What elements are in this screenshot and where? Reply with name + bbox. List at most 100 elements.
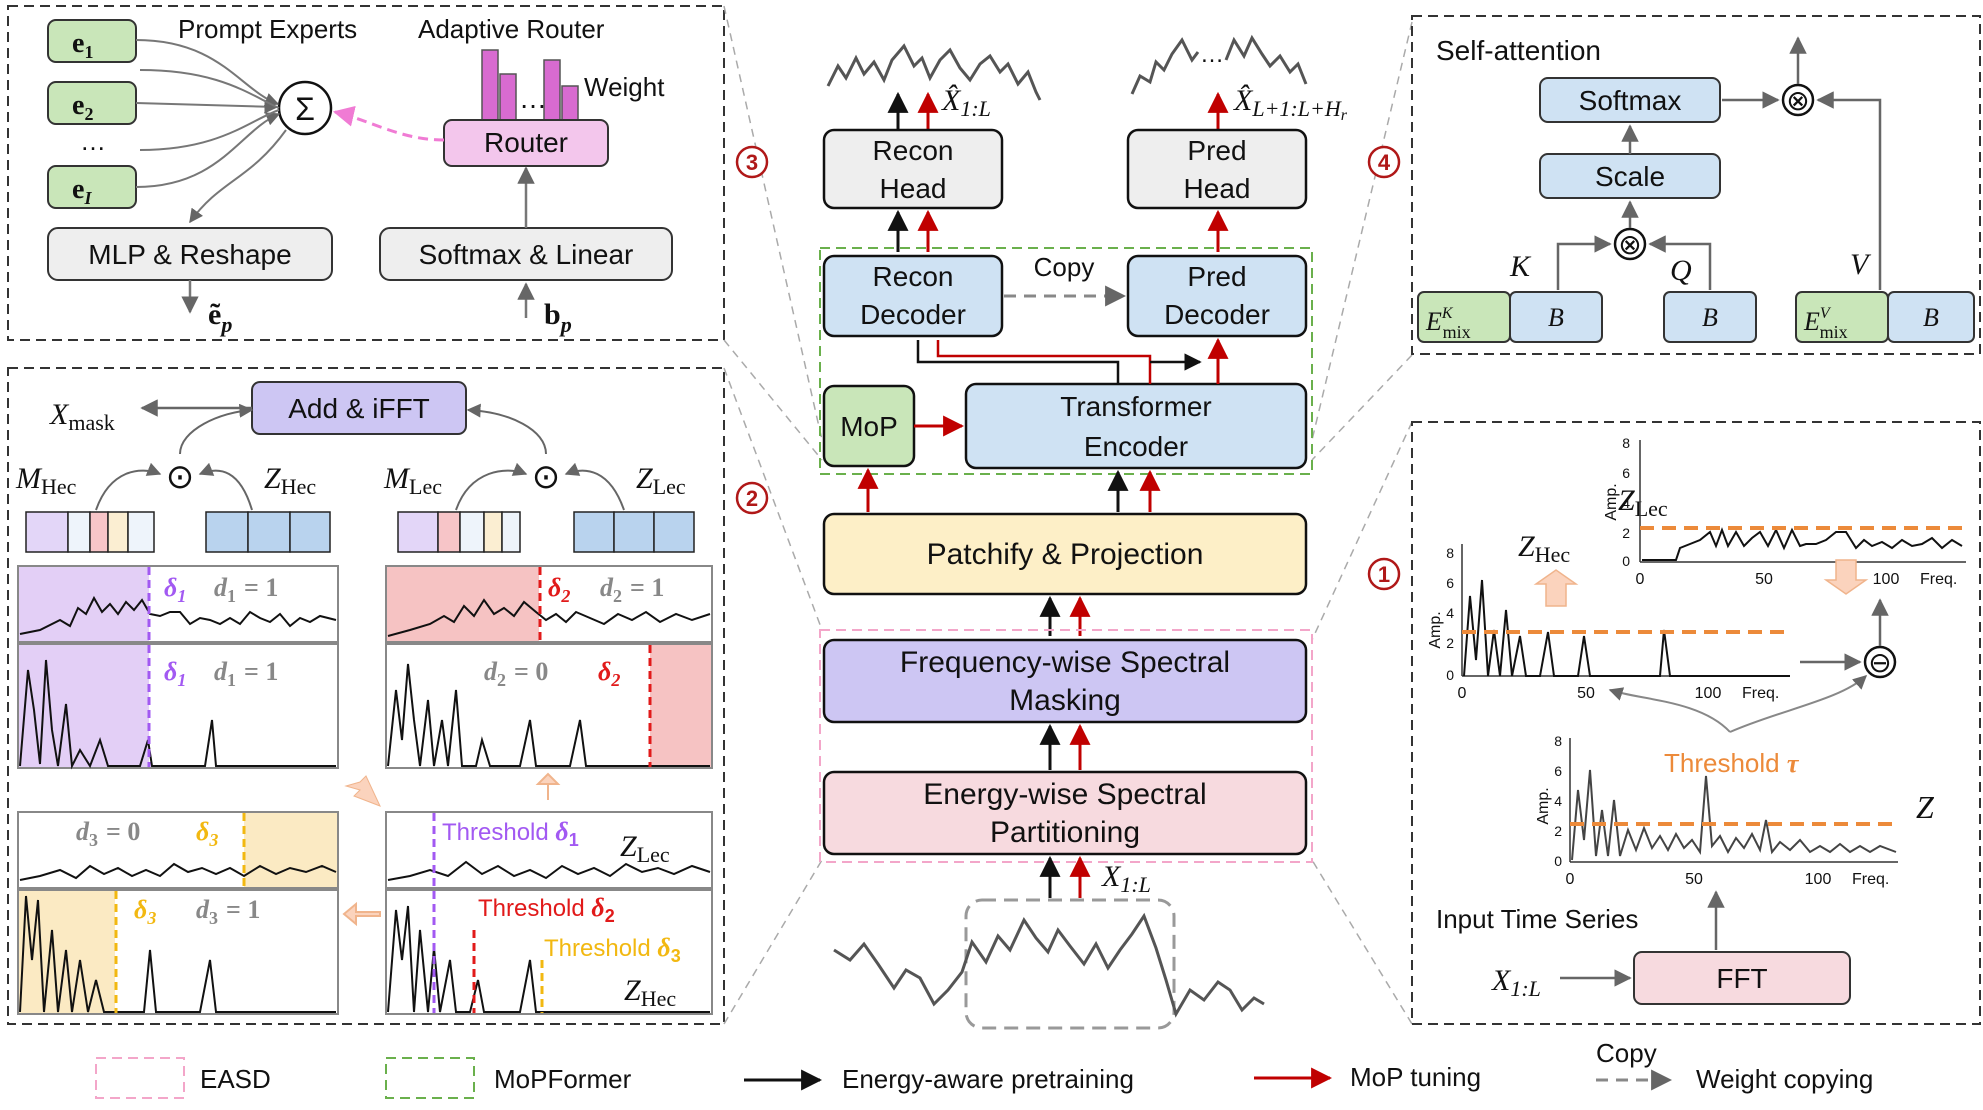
b-box-v: B: [1887, 291, 1975, 343]
orange-arrow-up: [535, 772, 561, 800]
svg-text:B: B: [1702, 303, 1718, 332]
badge-1: 1: [1367, 557, 1401, 591]
mop-box: MoP: [822, 384, 916, 468]
svg-text:Pred: Pred: [1187, 135, 1246, 166]
self-attention-title: Self-attention: [1436, 35, 1601, 66]
hec-mask-chart-2: δ1 d1 = 1: [17, 643, 339, 770]
fft-box: FFT: [1633, 951, 1851, 1005]
svg-text:0: 0: [1446, 667, 1454, 683]
svg-text:0: 0: [1636, 571, 1645, 588]
svg-text:100: 100: [1873, 571, 1900, 588]
svg-text:Patchify & Projection: Patchify & Projection: [927, 538, 1204, 571]
svg-text:2: 2: [1554, 823, 1562, 839]
legend-easd: EASD: [95, 1057, 271, 1099]
z-hec-label: ZHec: [264, 462, 316, 499]
panel-prompt-experts: Prompt Experts Adaptive Router e1 e2 … e…: [7, 5, 725, 341]
svg-text:EASD: EASD: [200, 1064, 271, 1094]
legend-mop-tuning: MoP tuning: [1254, 1062, 1481, 1092]
pred-head-box: Pred Head: [1126, 128, 1308, 210]
mlp-reshape-box: MLP & Reshape: [47, 227, 333, 281]
badge-2: 2: [735, 481, 769, 515]
svg-text:⊗: ⊗: [1618, 229, 1641, 260]
svg-text:⊗: ⊗: [1786, 85, 1809, 116]
svg-text:6: 6: [1446, 575, 1454, 591]
svg-text:d3= 1: d3 = 1: [196, 895, 260, 928]
svg-text:MoP tuning: MoP tuning: [1350, 1062, 1481, 1092]
experts-ellipsis: …: [80, 126, 106, 156]
zlec-to-odot-arrow: [564, 462, 625, 511]
svg-text:Head: Head: [880, 173, 947, 204]
svg-text:4: 4: [1446, 605, 1454, 621]
svg-text:Pred: Pred: [1187, 261, 1246, 292]
svg-text:δ2: δ2: [548, 573, 570, 606]
connector-lines: [723, 5, 1413, 1025]
svg-text:0: 0: [1458, 685, 1467, 702]
hec-mask-chart-3: d3 = 0 δ3: [17, 811, 339, 889]
svg-text:MoPFormer: MoPFormer: [494, 1064, 632, 1094]
svg-text:Transformer: Transformer: [1060, 391, 1211, 422]
svg-text:0: 0: [1554, 853, 1562, 869]
svg-text:Recon: Recon: [873, 135, 954, 166]
svg-text:50: 50: [1685, 871, 1703, 888]
svg-text:6: 6: [1554, 763, 1562, 779]
legend-weight-copying: Copy Weight copying: [1596, 1038, 1873, 1094]
pred-decoder-box: Pred Decoder: [1126, 254, 1308, 338]
svg-text:Masking: Masking: [1009, 684, 1121, 717]
expert-e1: e1: [47, 19, 137, 63]
svg-text:Freq.: Freq.: [1852, 871, 1889, 888]
svg-text:B: B: [1923, 303, 1939, 332]
svg-text:eI: eI: [72, 174, 92, 208]
svg-text:1: 1: [1378, 562, 1390, 587]
otimes-top: ⊗: [1781, 83, 1815, 117]
hec-chart-thresholds: Threshold δ2 Threshold δ3 ZHec: [385, 889, 713, 1015]
ominus-node: ⊖: [1863, 645, 1897, 679]
x-input-label: X1:L: [1101, 860, 1151, 897]
svg-text:Amp.: Amp.: [1603, 483, 1620, 520]
svg-text:Decoder: Decoder: [860, 299, 966, 330]
svg-text:δ3: δ3: [134, 895, 156, 928]
svg-text:50: 50: [1755, 571, 1773, 588]
svg-text:Threshold δ3: Threshold δ3: [544, 933, 681, 966]
zhec-to-odot-arrow: [198, 462, 253, 511]
svg-text:Frequency-wise Spectral: Frequency-wise Spectral: [900, 646, 1230, 679]
badge-4: 4: [1367, 145, 1401, 179]
x-mask-label: Xmask: [49, 398, 115, 435]
recon-decoder-box: Recon Decoder: [822, 254, 1004, 338]
odot-hec: ⊙: [166, 458, 195, 496]
emix-k-box: EK mix: [1417, 291, 1511, 343]
svg-text:Z: Z: [1916, 789, 1935, 825]
z-hec-strip: [205, 511, 331, 553]
z-lec-label: ZLec: [636, 462, 686, 499]
svg-text:0: 0: [1622, 553, 1630, 569]
b-box-k: B: [1509, 291, 1603, 343]
router-box: Router: [443, 119, 609, 167]
svg-text:Softmax: Softmax: [1579, 85, 1682, 116]
svg-text:Scale: Scale: [1595, 161, 1665, 192]
z-lec-strip: [573, 511, 695, 553]
svg-text:B: B: [1548, 303, 1564, 332]
scale-box: Scale: [1539, 153, 1721, 199]
adaptive-router-label: Adaptive Router: [418, 14, 605, 44]
orange-arrow-up-left: [344, 775, 381, 807]
pred-output-signal: [1130, 37, 1200, 95]
svg-text:⊙: ⊙: [532, 458, 561, 496]
svg-text:MoP: MoP: [840, 411, 898, 442]
odot-hec-arrow: [179, 403, 254, 455]
svg-text:d1= 1: d1 = 1: [214, 657, 278, 690]
weight-dots: …: [519, 83, 547, 114]
lec-mask-chart-1: δ2 d2 = 1: [385, 565, 713, 643]
etilde-p-label: ẽp: [208, 298, 232, 337]
input-time-series-label: Input Time Series: [1436, 904, 1638, 934]
legend: EASD MoPFormer Energy-aware pretraining …: [95, 1038, 1873, 1099]
xhat-recon-label: X̂1:L: [941, 84, 991, 121]
svg-text:Recon: Recon: [873, 261, 954, 292]
svg-text:100: 100: [1805, 871, 1832, 888]
expert-to-sum-arrows: [135, 39, 281, 188]
svg-text:3: 3: [746, 150, 758, 175]
v-label: V: [1850, 248, 1872, 281]
svg-text:ZHec: ZHec: [624, 974, 676, 1011]
hec-mask-chart-4: δ3 d3 = 1: [17, 889, 339, 1015]
